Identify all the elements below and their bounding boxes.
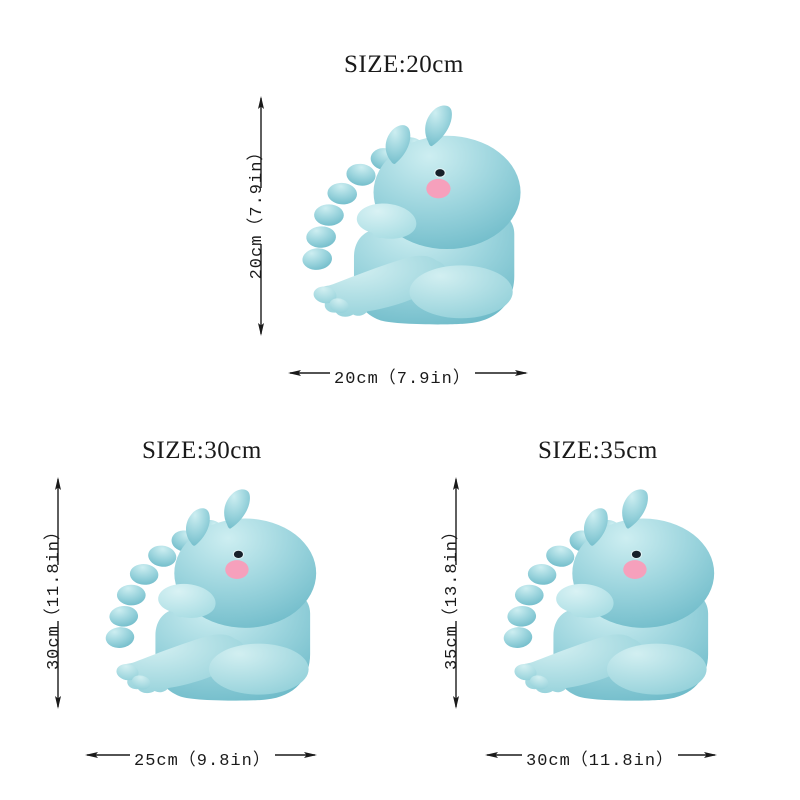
svg-text:20cm（7.9in）: 20cm（7.9in） [246, 143, 267, 280]
svg-text:35cm（13.8in）: 35cm（13.8in） [441, 522, 462, 670]
svg-text:30cm（11.8in）: 30cm（11.8in） [43, 522, 64, 670]
